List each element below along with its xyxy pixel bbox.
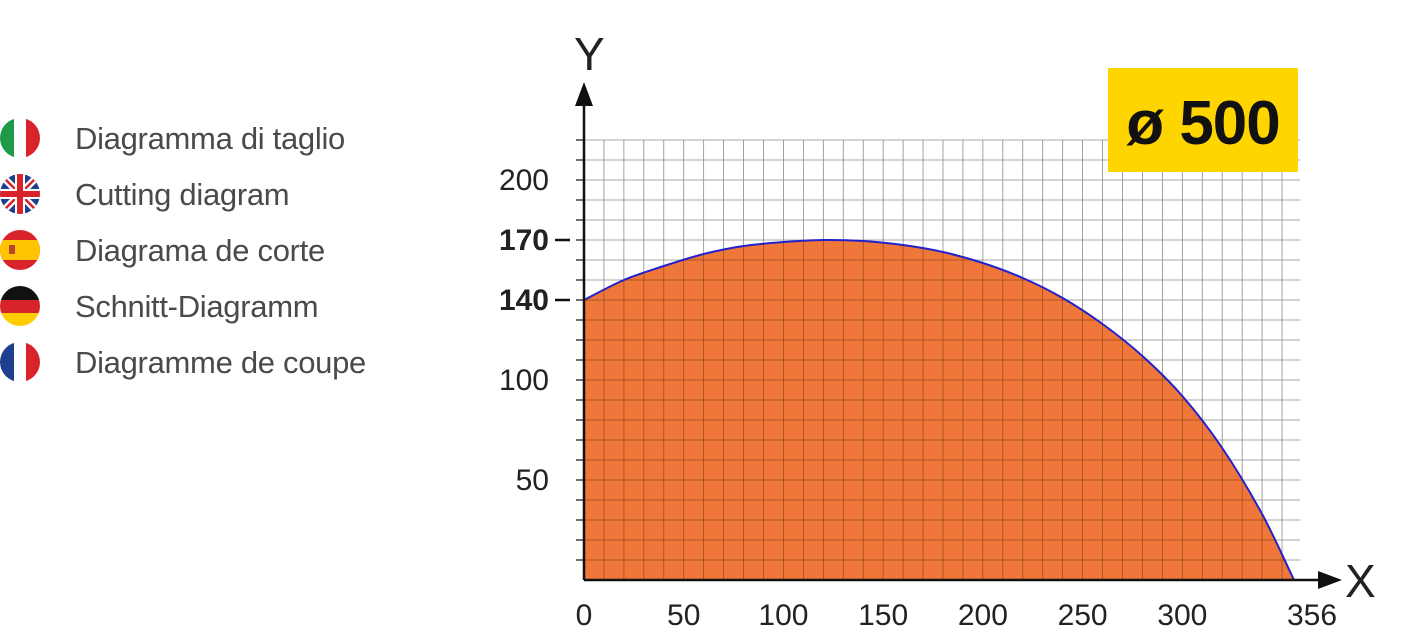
y-tick-label: 140: [499, 284, 549, 317]
x-tick-labels: 0 50 100 150 200 250 300 356: [576, 599, 1337, 632]
legend-label: Diagrama de corte: [75, 233, 325, 268]
y-tick-label: 200: [499, 164, 549, 197]
chart-axes: [575, 82, 1342, 589]
x-tick-label: 250: [1058, 599, 1108, 632]
flag-france-icon: [0, 342, 40, 382]
legend-item-italian: Diagramma di taglio: [0, 118, 400, 158]
x-axis-arrow: [1318, 571, 1342, 589]
legend-label: Diagramme de coupe: [75, 345, 366, 380]
y-tick-label: 170: [499, 224, 549, 257]
y-axis-label: Y: [574, 28, 605, 80]
x-tick-label: 200: [958, 599, 1008, 632]
y-axis-arrow: [575, 82, 593, 106]
legend-item-spanish: Diagrama de corte: [0, 230, 400, 270]
x-tick-label: 300: [1157, 599, 1207, 632]
grid-overlay: [584, 239, 1294, 580]
x-tick-label: 0: [576, 599, 593, 632]
flag-spain-icon: [0, 230, 40, 270]
cutting-curve: [583, 238, 1295, 581]
flag-germany-icon: [0, 286, 40, 326]
x-tick-label: 150: [858, 599, 908, 632]
legend-item-french: Diagramme de coupe: [0, 342, 400, 382]
flag-uk-icon: [0, 174, 40, 214]
diameter-badge: ø 500: [1108, 68, 1298, 172]
x-tick-label: 356: [1287, 599, 1337, 632]
y-tick-label: 50: [516, 464, 549, 497]
x-tick-label: 100: [758, 599, 808, 632]
y-tick-labels: 50 100 140 170 200: [499, 164, 570, 497]
legend-label: Diagramma di taglio: [75, 121, 345, 156]
legend-label: Schnitt-Diagramm: [75, 289, 319, 324]
y-tick-label: 100: [499, 364, 549, 397]
legend-label: Cutting diagram: [75, 177, 290, 212]
x-axis-label: X: [1345, 555, 1376, 607]
diameter-label: ø 500: [1126, 89, 1281, 158]
chart-plot: [583, 238, 1295, 581]
x-tick-label: 50: [667, 599, 700, 632]
legend-item-english: Cutting diagram: [0, 174, 400, 214]
legend-item-german: Schnitt-Diagramm: [0, 286, 400, 326]
flag-italy-icon: [0, 118, 40, 158]
cutting-area: [584, 239, 1294, 581]
